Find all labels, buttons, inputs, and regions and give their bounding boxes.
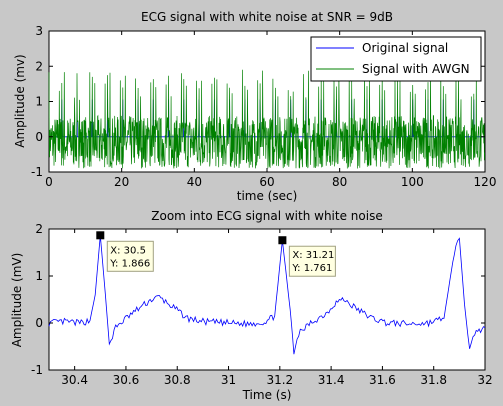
chart-1-ytick-label: 1 [35,269,43,283]
chart-1-xtick-label: 30.4 [61,373,88,387]
chart-0-ytick-label: 1 [35,95,43,109]
chart-1-xtick-label: 32 [477,373,492,387]
datatip-y-label: Y: 1.761 [291,263,332,274]
chart-0-xtick-label: 120 [474,175,497,189]
chart-0-xtick-label: 80 [332,175,347,189]
chart-1-xtick-label: 31.6 [369,373,396,387]
datatip-box [288,245,336,277]
chart-top-ylabel: Amplitude (mv) [13,54,27,147]
chart-top-xlabel: time (sec) [237,189,298,203]
chart-1-xtick-label: 31.8 [420,373,447,387]
chart-1-ytick-label: 2 [35,222,43,236]
chart-top-series-lines [48,69,486,169]
chart-1-xtick-label: 31 [221,373,236,387]
chart-bottom: Zoom into ECG signal with white noise 30… [10,209,493,402]
chart-0-xtick-label: 100 [401,175,424,189]
legend-label-original-signal: Original signal [362,41,448,55]
chart-0-ytick-label: 3 [35,24,43,38]
chart-1-xtick-label: 30.6 [113,373,140,387]
chart-bottom-title: Zoom into ECG signal with white noise [151,209,382,223]
chart-bottom-datatips: X: 30.5 Y: 1.866 X: 31.21 Y: 1.761 [96,231,336,277]
chart-1-xtick-label: 31.2 [266,373,293,387]
datatip-y-label: Y: 1.866 [109,258,150,269]
datatip-marker[interactable] [278,236,287,245]
chart-1-ytick-label: -1 [31,363,43,377]
series-line-signal-with-awgn [48,69,486,169]
datatip-x-label: X: 31.21 [292,250,334,261]
legend-label-signal-with-awgn: Signal with AWGN [362,62,470,76]
chart-1-xtick-label: 30.8 [164,373,191,387]
legend-box [310,36,482,82]
chart-bottom-ticks: 30.4 30.6 30.8 31 31.2 31.4 31.6 31.8 32 -1 0 1 2 [31,222,493,387]
chart-0-ytick-label: 2 [35,59,43,73]
datatip-marker[interactable] [96,231,105,240]
datatip-box [106,240,154,272]
chart-top-title: ECG signal with white noise at SNR = 9dB [141,10,393,24]
datatip-x-label: X: 30.5 [110,245,146,256]
chart-0-xtick-label: 40 [187,175,202,189]
chart-bottom-ylabel: Amplitude (mV) [10,253,24,348]
chart-bottom-series-lines [48,235,486,355]
chart-0-xtick-label: 0 [45,175,53,189]
chart-1-ytick-label: 0 [35,316,43,330]
chart-0-xtick-label: 20 [114,175,129,189]
chart-bottom-xlabel: Time (s) [242,388,292,402]
chart-1-xtick-label: 31.4 [318,373,345,387]
chart-0-ytick-label: 0 [35,130,43,144]
chart-0-ytick-label: -1 [31,165,43,179]
series-line-zoomed-ecg [48,235,486,355]
chart-top-legend: Original signal Signal with AWGN [310,36,482,82]
chart-0-xtick-label: 60 [259,175,274,189]
chart-top: ECG signal with white noise at SNR = 9dB… [13,10,496,203]
